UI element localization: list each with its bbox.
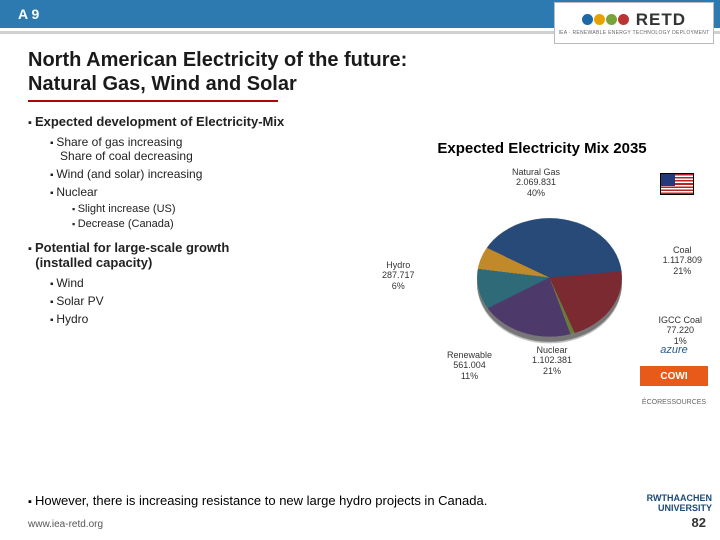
slice-label-natgas: Natural Gas 2.069.831 40% (512, 167, 560, 198)
partner-logo: ÉCORESSOURCES (640, 392, 708, 412)
page-number: 82 (692, 515, 706, 530)
logo-tagline: IEA · RENEWABLE ENERGY TECHNOLOGY DEPLOY… (558, 30, 709, 36)
retd-logo: RETD IEA · RENEWABLE ENERGY TECHNOLOGY D… (554, 2, 714, 44)
slice-label-renew: Renewable 561.004 11% (447, 350, 492, 381)
logo-dot (618, 14, 629, 25)
slice-label-nuclear: Nuclear 1.102.381 21% (532, 345, 572, 376)
chart-title: Expected Electricity Mix 2035 (382, 140, 702, 157)
logo-text: RETD (582, 10, 686, 30)
bullet-heading: Expected development of Electricity-Mix (28, 114, 692, 129)
partner-logo: COWI (640, 366, 708, 386)
slide-code: A 9 (18, 6, 39, 22)
footer-bullet: However, there is increasing resistance … (28, 493, 630, 508)
partner-logos: azure COWI ÉCORESSOURCES (634, 340, 714, 412)
slice-label-hydro: Hydro 287.717 6% (382, 260, 415, 291)
partner-logo-rwth: RWTHAACHEN UNIVERSITY (647, 494, 712, 514)
pie-graphic (477, 218, 622, 337)
logo-dot (594, 14, 605, 25)
slide-title: North American Electricity of the future… (28, 48, 692, 96)
logo-dot (582, 14, 593, 25)
title-underline (28, 100, 278, 102)
us-flag-icon (660, 173, 694, 195)
partner-logo: azure (640, 340, 708, 360)
logo-dot (606, 14, 617, 25)
footer-url: www.iea-retd.org (28, 519, 103, 530)
slice-label-coal: Coal 1.117.809 21% (663, 245, 702, 276)
